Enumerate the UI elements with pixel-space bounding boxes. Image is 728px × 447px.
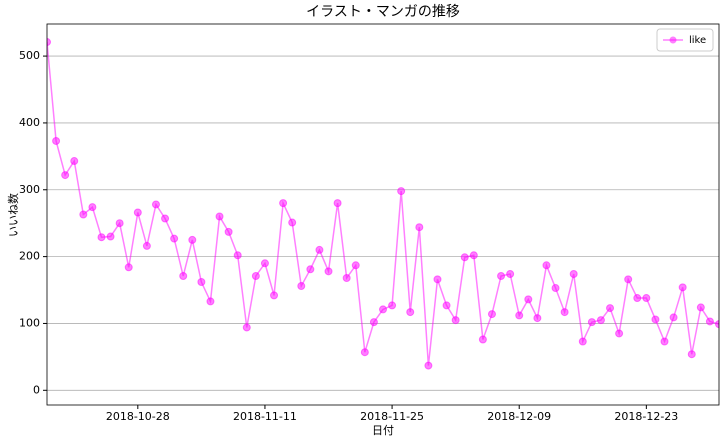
- data-point: [606, 304, 615, 313]
- legend-label: like: [689, 35, 706, 46]
- data-point: [451, 316, 460, 325]
- data-point: [297, 282, 306, 291]
- data-point: [233, 251, 242, 260]
- data-point: [506, 269, 515, 278]
- data-point: [142, 241, 151, 250]
- data-point: [151, 200, 160, 209]
- data-point: [560, 308, 569, 317]
- y-tick-label: 200: [19, 250, 40, 263]
- data-line: [47, 41, 719, 366]
- data-point: [360, 348, 369, 357]
- data-point: [705, 317, 714, 326]
- data-point: [351, 261, 360, 270]
- data-point: [124, 263, 133, 272]
- data-point: [324, 267, 333, 276]
- data-point: [333, 199, 342, 208]
- data-point: [97, 233, 106, 242]
- data-point: [188, 235, 197, 244]
- data-point: [106, 232, 115, 241]
- data-point: [569, 269, 578, 278]
- plot-frame: [46, 23, 720, 406]
- data-point: [524, 295, 533, 304]
- data-point: [533, 314, 542, 323]
- x-axis-label: 日付: [372, 424, 394, 437]
- data-point: [478, 335, 487, 344]
- data-point: [397, 187, 406, 196]
- data-point: [715, 320, 719, 329]
- data-point: [260, 259, 269, 268]
- data-point: [596, 316, 605, 325]
- y-axis-label: いいね数: [7, 193, 20, 237]
- x-tick-label: 2018-10-28: [106, 410, 170, 423]
- data-point: [624, 275, 633, 284]
- y-tick-label: 500: [19, 49, 40, 62]
- data-point: [388, 301, 397, 310]
- data-point: [678, 283, 687, 292]
- data-point: [270, 291, 279, 300]
- data-point: [469, 251, 478, 260]
- data-point: [306, 265, 315, 274]
- data-point: [660, 337, 669, 346]
- data-point: [242, 323, 251, 332]
- data-point: [70, 157, 79, 166]
- data-point: [460, 253, 469, 262]
- data-point: [161, 214, 170, 223]
- y-tick-label: 100: [19, 316, 40, 329]
- data-point: [315, 245, 324, 254]
- data-point: [52, 136, 61, 145]
- x-tick-label: 2018-12-09: [487, 410, 551, 423]
- data-point: [551, 284, 560, 293]
- data-point: [342, 274, 351, 282]
- data-point: [279, 199, 288, 208]
- data-point: [179, 271, 188, 280]
- data-point: [133, 208, 142, 217]
- data-point: [497, 271, 506, 280]
- x-tick-label: 2018-11-11: [233, 410, 297, 423]
- data-point: [515, 311, 524, 320]
- legend-marker: [669, 36, 677, 44]
- data-point: [696, 303, 705, 312]
- data-point: [251, 271, 260, 280]
- y-tick-label: 0: [33, 383, 40, 396]
- data-point: [587, 318, 596, 327]
- data-point: [578, 337, 587, 346]
- data-point: [406, 308, 415, 317]
- data-point: [433, 275, 442, 284]
- data-point: [197, 278, 206, 287]
- data-point: [442, 301, 451, 310]
- data-point: [61, 171, 70, 180]
- data-point: [651, 315, 660, 324]
- data-point: [415, 223, 424, 232]
- data-point: [288, 218, 297, 227]
- data-point: [424, 361, 433, 370]
- legend-box: [656, 28, 714, 52]
- x-tick-label: 2018-11-25: [360, 410, 424, 423]
- y-tick-label: 400: [19, 116, 40, 129]
- data-point: [542, 261, 551, 270]
- data-point: [487, 310, 496, 319]
- data-point: [224, 227, 233, 236]
- data-point: [687, 350, 696, 359]
- data-point: [669, 313, 678, 322]
- data-point: [633, 294, 642, 303]
- chart-title: イラスト・マンガの推移: [306, 4, 460, 20]
- data-point: [115, 219, 124, 228]
- data-point: [206, 297, 215, 306]
- data-point: [369, 318, 378, 327]
- x-tick-label: 2018-12-23: [614, 410, 678, 423]
- data-point: [215, 212, 224, 221]
- data-point: [170, 234, 179, 243]
- data-point: [47, 38, 51, 47]
- data-point: [615, 329, 624, 338]
- y-tick-label: 300: [19, 183, 40, 196]
- data-point: [379, 305, 387, 314]
- data-point: [642, 294, 651, 303]
- data-point: [79, 210, 88, 219]
- data-point: [88, 203, 97, 212]
